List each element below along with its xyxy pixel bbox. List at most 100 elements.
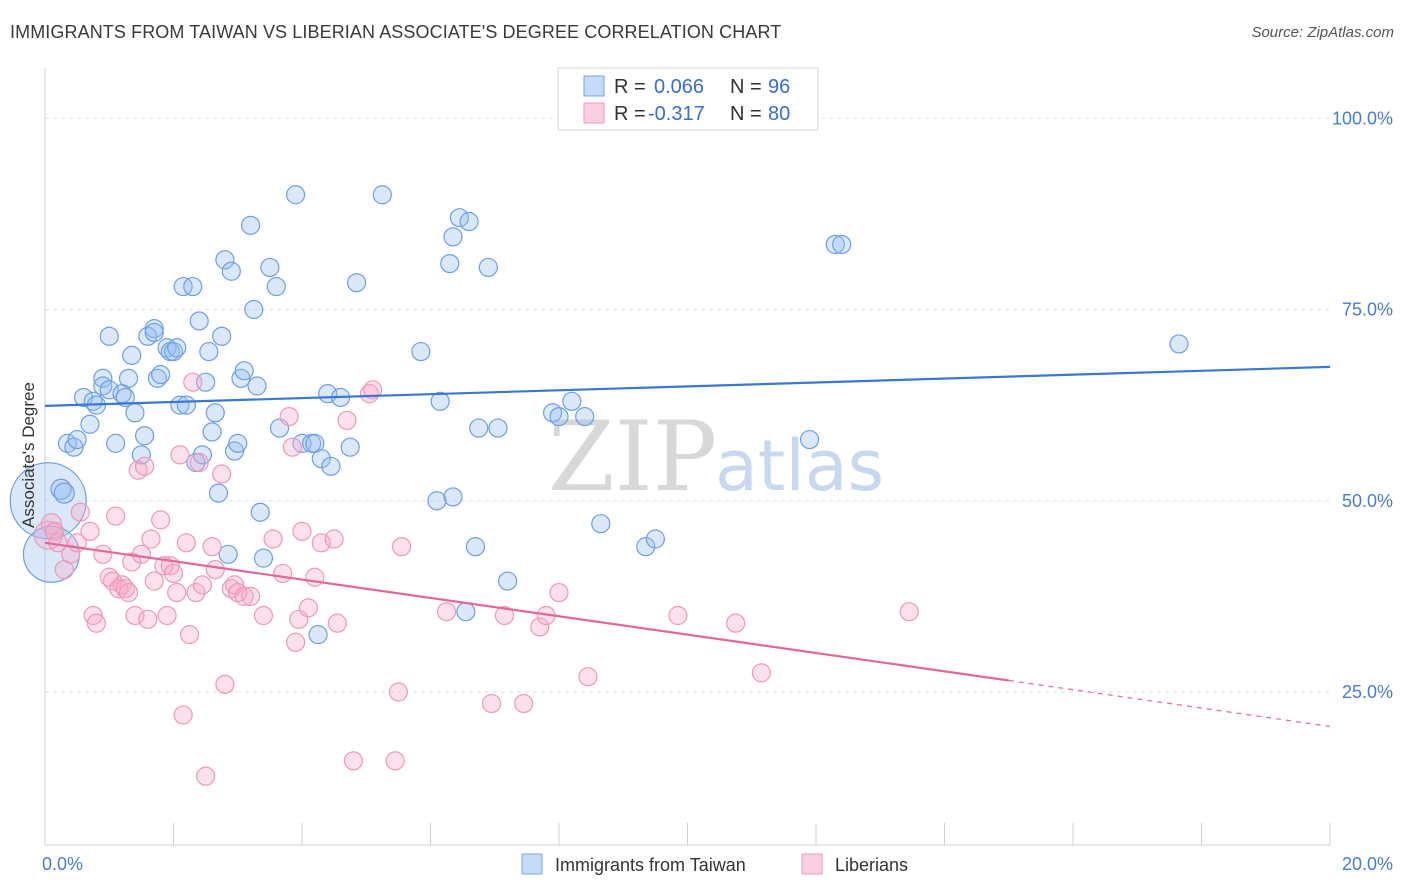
taiwan-point-72	[411, 341, 431, 362]
taiwan-point-79	[456, 602, 476, 622]
chart-source: Source: ZipAtlas.com	[1251, 24, 1394, 41]
taiwan-point-65	[311, 449, 331, 469]
taiwan-point-18	[118, 368, 139, 388]
taiwan-point-42	[205, 403, 225, 423]
legend-n-value-liberian: 80	[768, 103, 790, 125]
taiwan-point-70	[347, 273, 367, 293]
taiwan-point-33	[173, 276, 193, 297]
taiwan-point-95	[832, 234, 852, 255]
liberian-point-50	[241, 586, 261, 606]
taiwan-point-46	[218, 544, 238, 564]
taiwan-point-14	[99, 326, 119, 346]
liberian-point-43	[205, 559, 225, 580]
taiwan-point-6	[67, 429, 87, 450]
liberian-point-42	[202, 537, 222, 557]
liberian-point-19	[122, 552, 142, 572]
liberian-point-81	[751, 663, 771, 683]
taiwan-point-21	[131, 445, 151, 465]
liberian-point-36	[179, 625, 200, 645]
liberian-point-23	[134, 456, 155, 476]
liberian-point-25	[141, 529, 161, 549]
liberian-point-67	[363, 380, 383, 400]
tick-labels: 100.0% 75.0% 50.0% 25.0% 0.0% 20.0%	[42, 108, 1393, 874]
taiwan-point-44	[212, 326, 232, 346]
liberian-point-11	[93, 544, 113, 564]
liberian-point-65	[343, 751, 363, 771]
liberian-point-58	[292, 521, 312, 541]
legend-r-label-taiwan: R =	[614, 76, 646, 98]
taiwan-point-2	[50, 478, 72, 500]
taiwan-point-11	[93, 368, 113, 388]
liberian-point-51	[253, 605, 274, 626]
bottom-legend-label-liberian: Liberians	[835, 855, 908, 875]
legend-n-value-taiwan: 96	[768, 76, 790, 98]
taiwan-point-93	[799, 429, 820, 450]
liberian-point-78	[578, 667, 598, 687]
liberian-point-14	[106, 506, 126, 526]
chart-title: IMMIGRANTS FROM TAIWAN VS LIBERIAN ASSOC…	[10, 22, 782, 42]
liberian-point-40	[192, 575, 213, 595]
taiwan-point-88	[562, 391, 582, 411]
taiwan-point-89	[575, 407, 595, 427]
liberian-point-72	[481, 693, 502, 714]
taiwan-point-67	[321, 456, 341, 476]
taiwan-point-49	[228, 433, 248, 453]
liberian-point-55	[282, 437, 302, 457]
taiwan-point-77	[443, 227, 463, 247]
liberian-point-54	[279, 407, 299, 427]
taiwan-point-83	[478, 257, 498, 278]
taiwan-point-85	[498, 571, 518, 591]
liberian-point-63	[327, 613, 347, 633]
taiwan-point-82	[469, 418, 489, 438]
liberian-point-53	[273, 563, 293, 584]
liberian-point-60	[305, 567, 325, 587]
taiwan-point-91	[636, 537, 656, 557]
taiwan-point-13	[99, 380, 119, 400]
taiwan-point-92	[645, 529, 665, 549]
liberian-point-71	[436, 602, 457, 622]
liberian-point-24	[138, 609, 158, 629]
taiwan-point-84	[488, 418, 508, 438]
taiwan-point-75	[440, 254, 460, 274]
liberian-point-82	[899, 602, 919, 622]
liberian-point-75	[530, 617, 550, 637]
liberian-point-29	[157, 605, 177, 626]
liberian-point-73	[494, 605, 514, 626]
liberian-point-62	[324, 529, 344, 549]
taiwan-point-94	[825, 234, 845, 255]
taiwan-point-37	[189, 311, 209, 331]
taiwan-point-25	[144, 322, 164, 343]
bottom-legend-label-taiwan: Immigrants from Taiwan	[555, 855, 746, 875]
legend-r-label-liberian: R =	[614, 103, 646, 125]
liberian-point-64	[337, 410, 357, 431]
legend-n-label-taiwan: N =	[730, 76, 762, 98]
liberian-point-35	[176, 533, 196, 553]
taiwan-point-43	[208, 483, 229, 503]
taiwan-point-34	[176, 395, 196, 415]
taiwan-point-22	[134, 426, 155, 446]
series-legend: Immigrants from Taiwan Liberians	[521, 853, 908, 875]
liberian-point-69	[388, 682, 408, 702]
liberian-point-52	[263, 529, 283, 549]
bottom-legend-swatch-liberian	[801, 853, 823, 875]
taiwan-point-90	[591, 514, 611, 534]
taiwan-point-40	[199, 341, 219, 362]
y-axis-label: Associate's Degree	[19, 382, 38, 528]
taiwan-point-8	[80, 414, 100, 434]
liberian-point-79	[668, 605, 688, 626]
liberian-point-18	[118, 582, 139, 603]
liberian-point-61	[311, 533, 331, 553]
liberian-point-32	[167, 582, 187, 603]
liberian-point-31	[163, 563, 184, 584]
taiwan-point-52	[241, 215, 261, 235]
taiwan-point-71	[372, 185, 392, 205]
liberian-point-56	[285, 632, 306, 652]
taiwan-point-69	[340, 437, 360, 457]
liberian-point-37	[183, 372, 203, 392]
taiwan-point-15	[106, 433, 126, 453]
taiwan-point-31	[167, 338, 187, 358]
liberian-trend-line-extension	[1008, 679, 1331, 728]
taiwan-point-45	[215, 250, 235, 270]
taiwan-point-56	[253, 548, 274, 568]
